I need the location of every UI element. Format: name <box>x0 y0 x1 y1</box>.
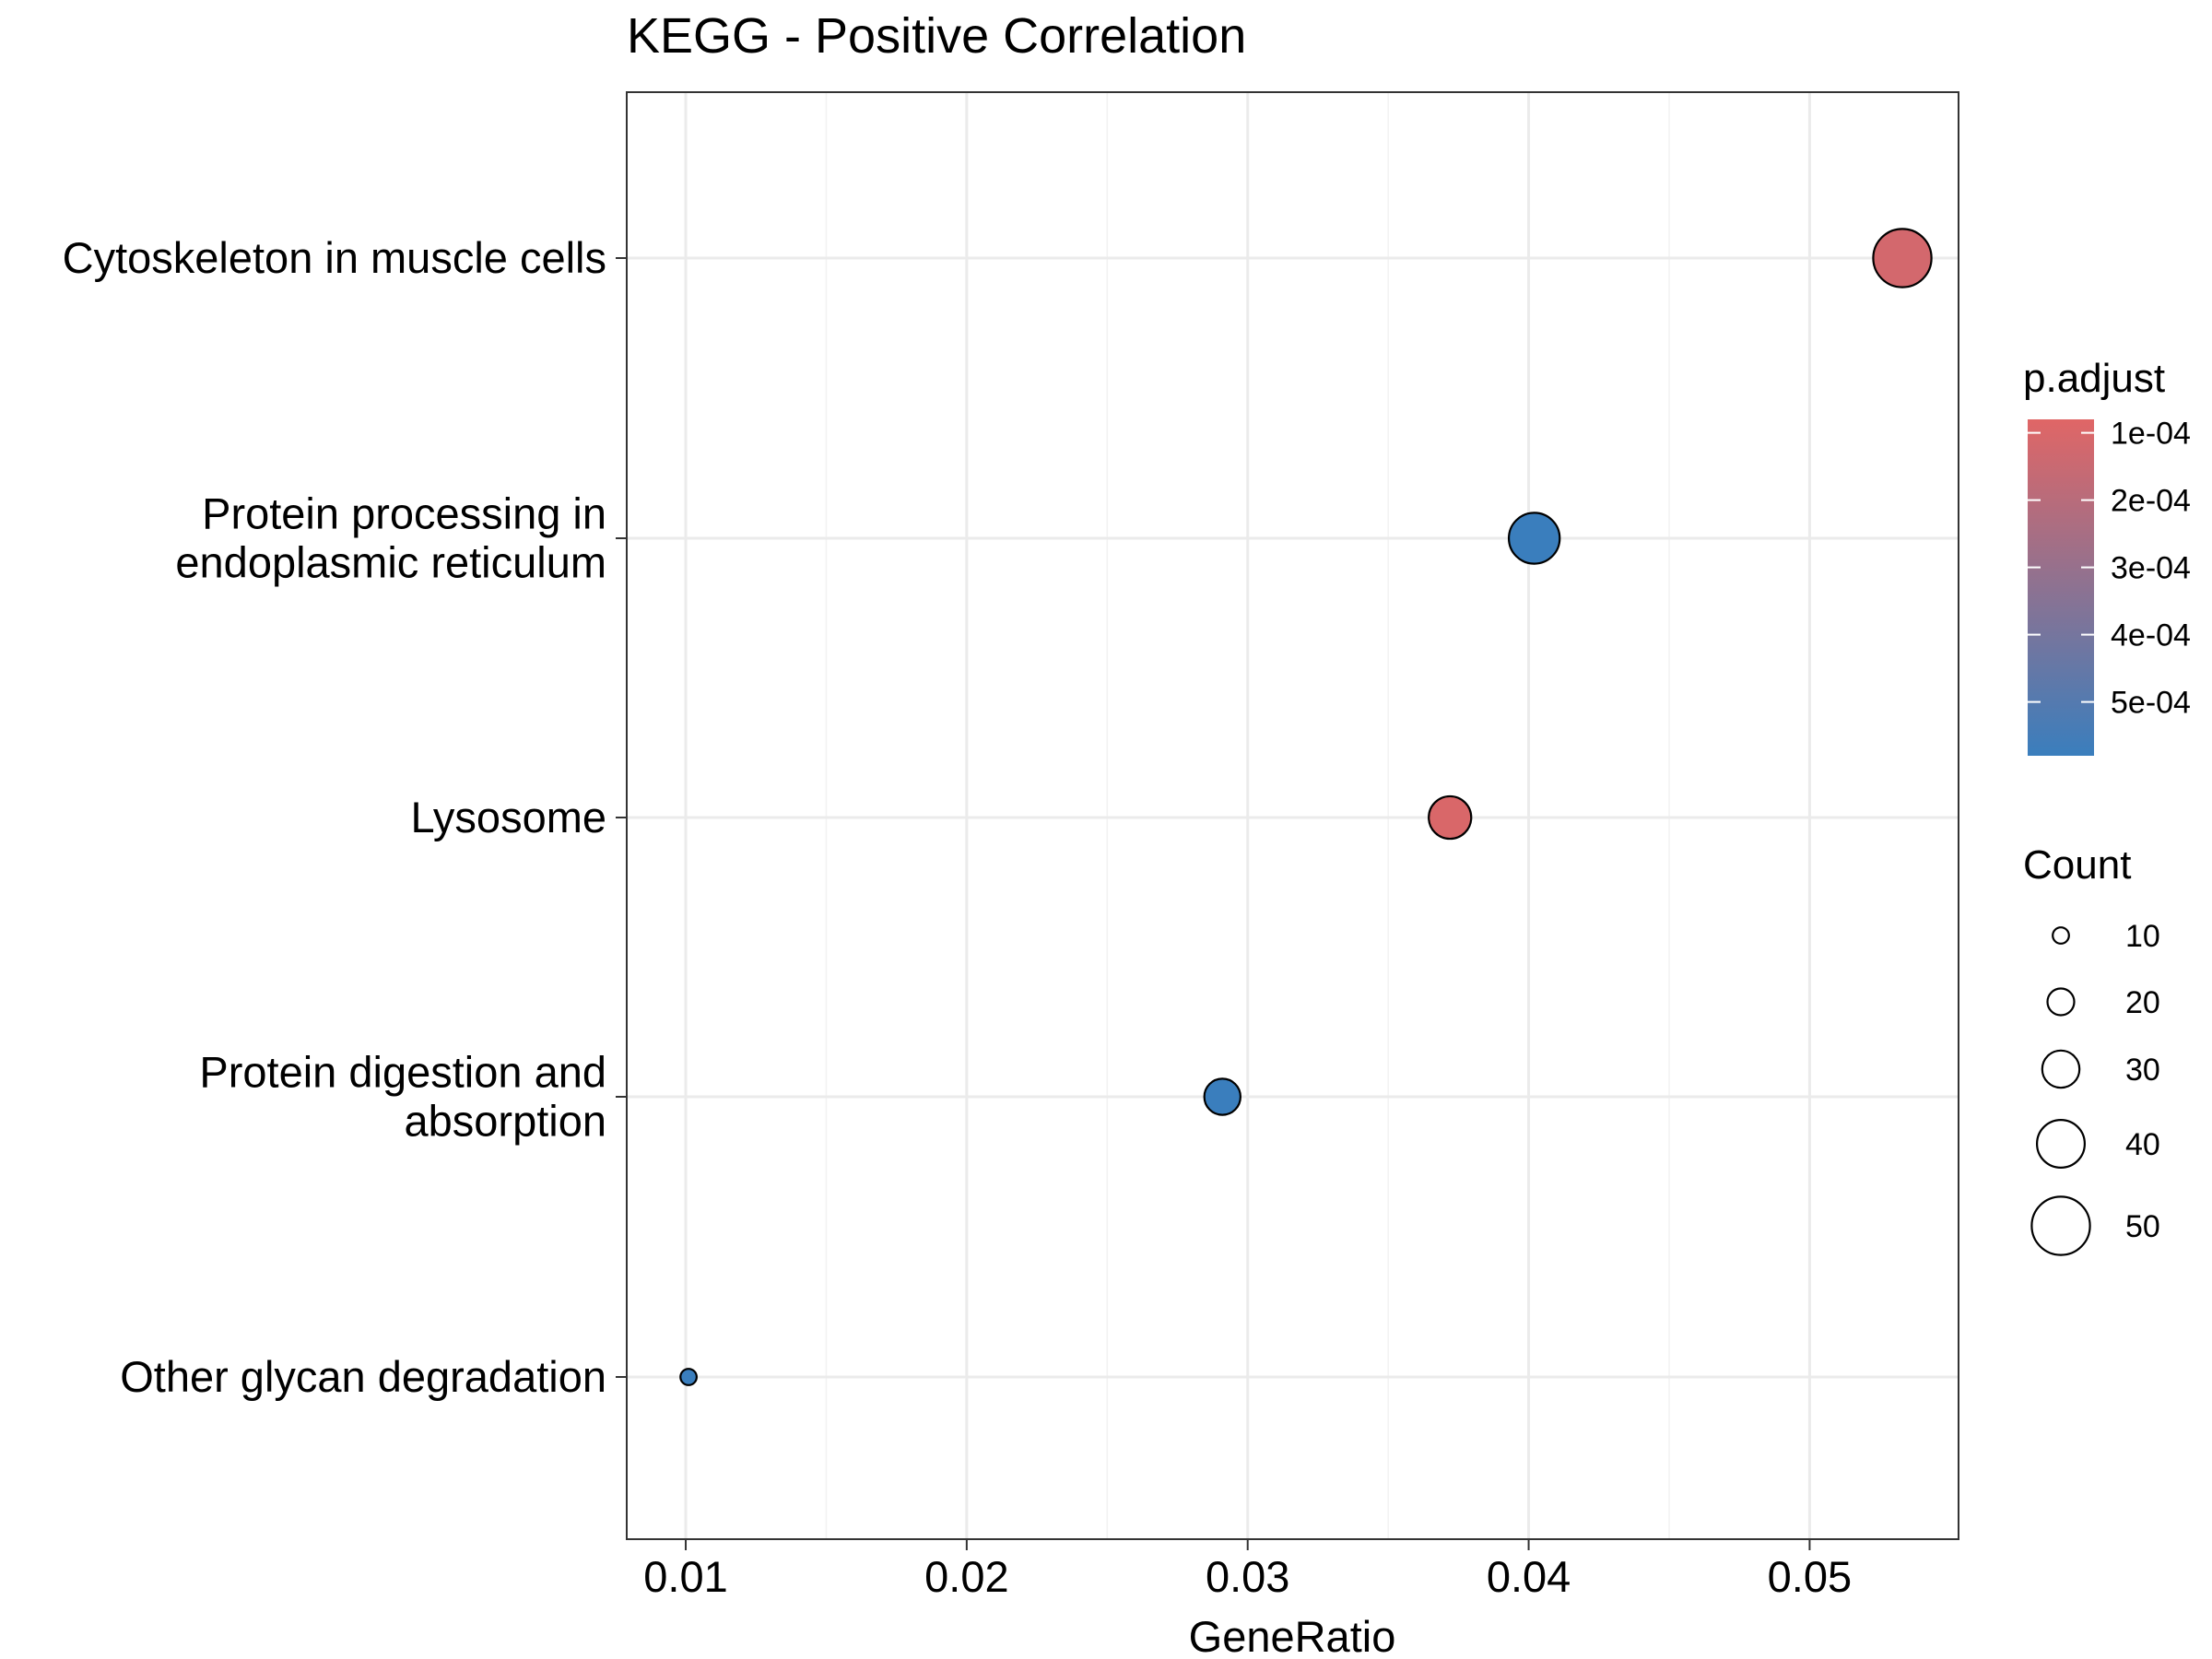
plot-border <box>626 91 1959 1540</box>
color-tick-label: 5e-04 <box>2111 686 2191 721</box>
x-axis-label: GeneRatio <box>1189 1612 1396 1659</box>
data-point <box>1203 1077 1242 1116</box>
size-legend-circle <box>2052 926 2070 945</box>
data-points <box>679 228 1933 1386</box>
data-point <box>1428 794 1473 841</box>
y-tick-label: absorption <box>405 1097 607 1146</box>
size-legend-label: 30 <box>2125 1053 2160 1088</box>
size-legend-items: 10 20 30 40 50 <box>2030 919 2160 1256</box>
color-tick-label: 3e-04 <box>2111 551 2191 586</box>
x-axis: 0.01 0.02 0.03 0.04 0.05 <box>643 1539 1852 1601</box>
color-legend: p.adjust 1e-04 2e-04 3e-04 4e-04 5e-04 <box>2023 356 2191 756</box>
size-legend-circle <box>2046 987 2076 1017</box>
y-tick-label: endoplasmic reticulum <box>175 538 606 587</box>
y-tick-label: Protein processing in <box>202 489 606 538</box>
y-tick-label: Lysosome <box>411 793 606 841</box>
y-tick-label: Cytoskeleton in muscle cells <box>63 233 606 282</box>
color-tick-label: 2e-04 <box>2111 484 2191 519</box>
color-legend-bar <box>2028 419 2094 756</box>
color-tick-label: 4e-04 <box>2111 618 2191 653</box>
y-axis: Cytoskeleton in muscle cells Protein proc… <box>63 233 627 1401</box>
x-tick-label: 0.02 <box>924 1552 1008 1601</box>
x-tick-label: 0.03 <box>1206 1552 1289 1601</box>
y-tick-label: Protein digestion and <box>199 1048 606 1097</box>
size-legend-label: 50 <box>2125 1209 2160 1244</box>
size-legend: Count 10 20 30 40 50 <box>2023 842 2160 1256</box>
y-tick-label: Other glycan degradation <box>120 1352 606 1401</box>
x-tick-label: 0.05 <box>1768 1552 1852 1601</box>
chart-title: KEGG - Positive Correlation <box>627 8 1246 64</box>
size-legend-circle <box>2041 1049 2081 1089</box>
color-legend-title: p.adjust <box>2023 356 2165 401</box>
color-legend-ticks: 1e-04 2e-04 3e-04 4e-04 5e-04 <box>2028 417 2191 721</box>
size-legend-circle <box>2036 1118 2087 1169</box>
size-legend-circle <box>2030 1195 2091 1256</box>
size-legend-title: Count <box>2023 842 2131 888</box>
size-legend-label: 10 <box>2125 919 2160 954</box>
x-tick-label: 0.04 <box>1487 1552 1571 1601</box>
size-legend-label: 20 <box>2125 985 2160 1020</box>
plot-panel <box>627 92 1959 1539</box>
grid-lines <box>627 92 1959 1539</box>
data-point <box>1872 228 1933 288</box>
color-tick-label: 1e-04 <box>2111 417 2191 452</box>
data-point <box>679 1368 698 1386</box>
x-tick-label: 0.01 <box>643 1552 727 1601</box>
size-legend-label: 40 <box>2125 1127 2160 1162</box>
data-point <box>1507 512 1561 565</box>
